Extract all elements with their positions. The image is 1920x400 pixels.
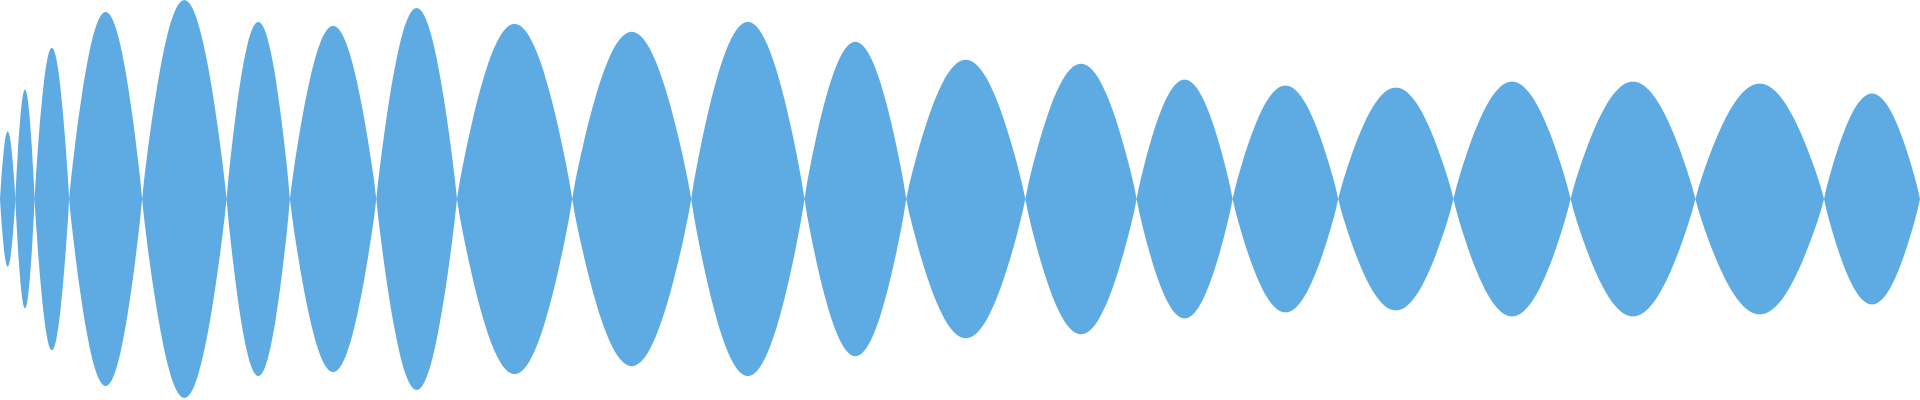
waveform-lobe-7 bbox=[289, 25, 377, 373]
waveform-lobe-2 bbox=[15, 89, 35, 309]
waveform-lobe-9 bbox=[457, 23, 573, 375]
waveform-lobe-12 bbox=[804, 41, 907, 357]
waveform-lobe-19 bbox=[1570, 81, 1696, 317]
waveform-lobe-3 bbox=[34, 47, 70, 351]
waveform-lobe-5 bbox=[142, 0, 227, 398]
waveform-lobe-13 bbox=[906, 59, 1026, 339]
waveform-lobe-4 bbox=[69, 11, 143, 387]
waveform-lobe-16 bbox=[1232, 85, 1339, 313]
waveform-lobe-18 bbox=[1453, 81, 1571, 317]
waveform-lobe-1 bbox=[0, 131, 16, 267]
waveform-lobe-11 bbox=[691, 21, 805, 377]
waveform-lobe-10 bbox=[572, 31, 692, 367]
waveform-lobe-15 bbox=[1136, 79, 1233, 319]
waveform-lobe-14 bbox=[1025, 63, 1137, 335]
waveform-lobe-17 bbox=[1338, 87, 1454, 311]
waveform-lobe-8 bbox=[376, 8, 457, 390]
waveform-lobe-20 bbox=[1695, 83, 1824, 315]
waveform-lobe-6 bbox=[226, 21, 290, 377]
waveform-lobe-21 bbox=[1824, 93, 1920, 305]
